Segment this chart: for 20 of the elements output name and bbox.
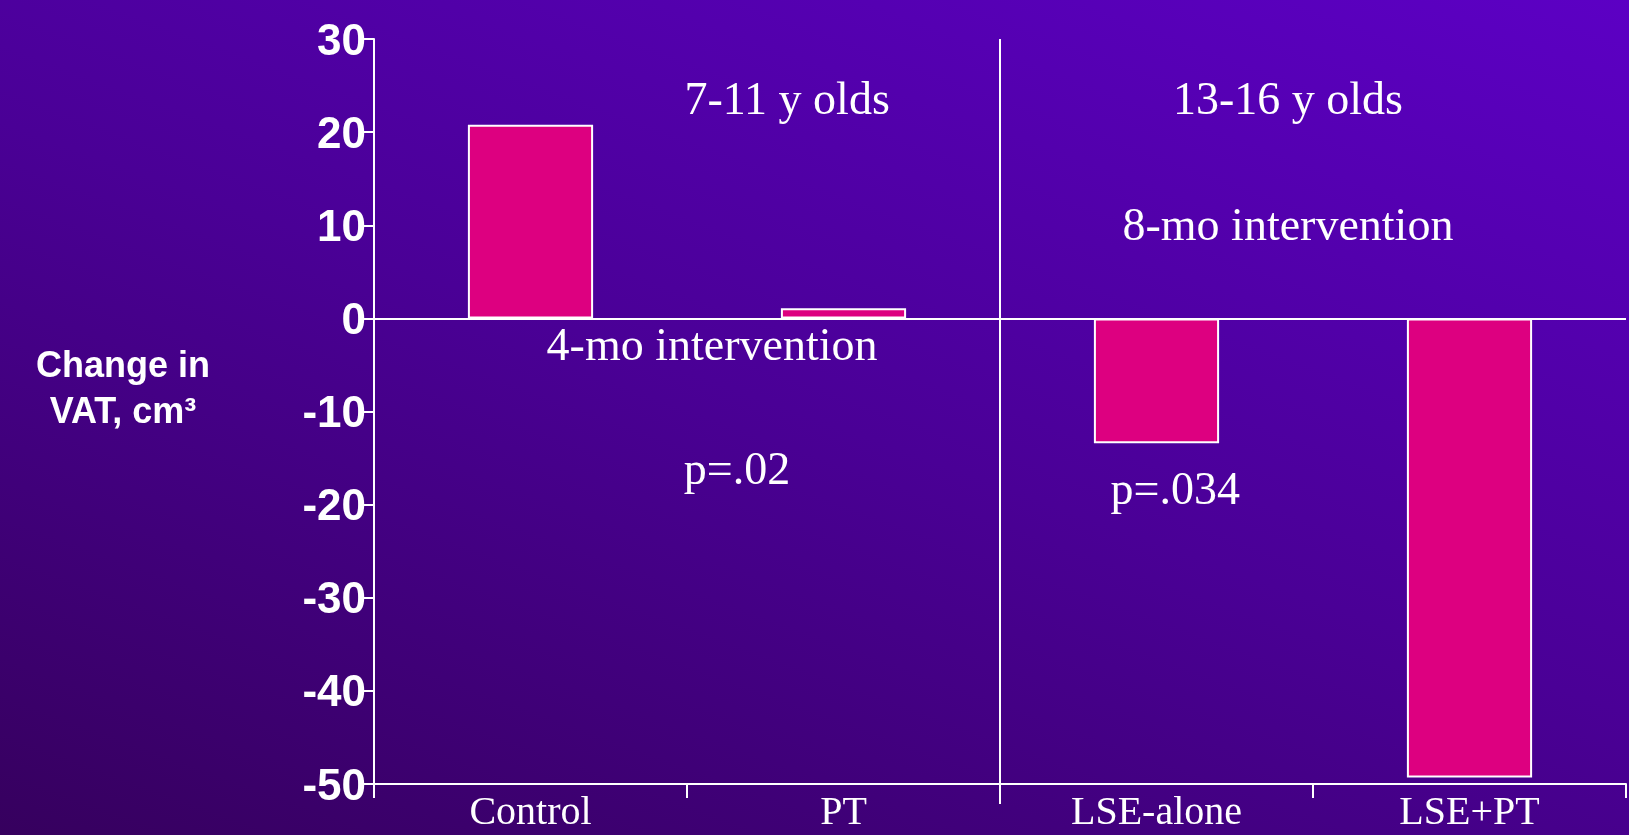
annotation: p=.034 bbox=[1110, 462, 1240, 515]
y-tick-label: -20 bbox=[302, 480, 366, 530]
y-tick-label: -10 bbox=[302, 387, 366, 436]
annotation: 8-mo intervention bbox=[1122, 198, 1454, 251]
y-tick-label: -30 bbox=[302, 573, 366, 623]
annotation: 7-11 y olds bbox=[684, 72, 890, 125]
annotation: p=.02 bbox=[683, 442, 791, 495]
y-tick-label: 20 bbox=[317, 107, 366, 157]
x-tick-label: PT bbox=[820, 787, 867, 833]
y-tick-label: 10 bbox=[317, 200, 366, 250]
annotation: 4-mo intervention bbox=[546, 318, 878, 371]
y-axis-title: Change in VAT, cm³ bbox=[35, 343, 211, 433]
x-tick-label: LSE-alone bbox=[1070, 787, 1243, 833]
y-tick-label: 0 bbox=[341, 293, 366, 343]
annotation: 13-16 y olds bbox=[1172, 72, 1403, 125]
y-tick-label: 30 bbox=[317, 14, 366, 64]
x-tick-label: LSE+PT bbox=[1399, 787, 1540, 833]
x-tick-label: Control bbox=[469, 787, 592, 833]
y-tick-label: -40 bbox=[302, 666, 366, 716]
y-tick-label: -50 bbox=[302, 759, 366, 809]
